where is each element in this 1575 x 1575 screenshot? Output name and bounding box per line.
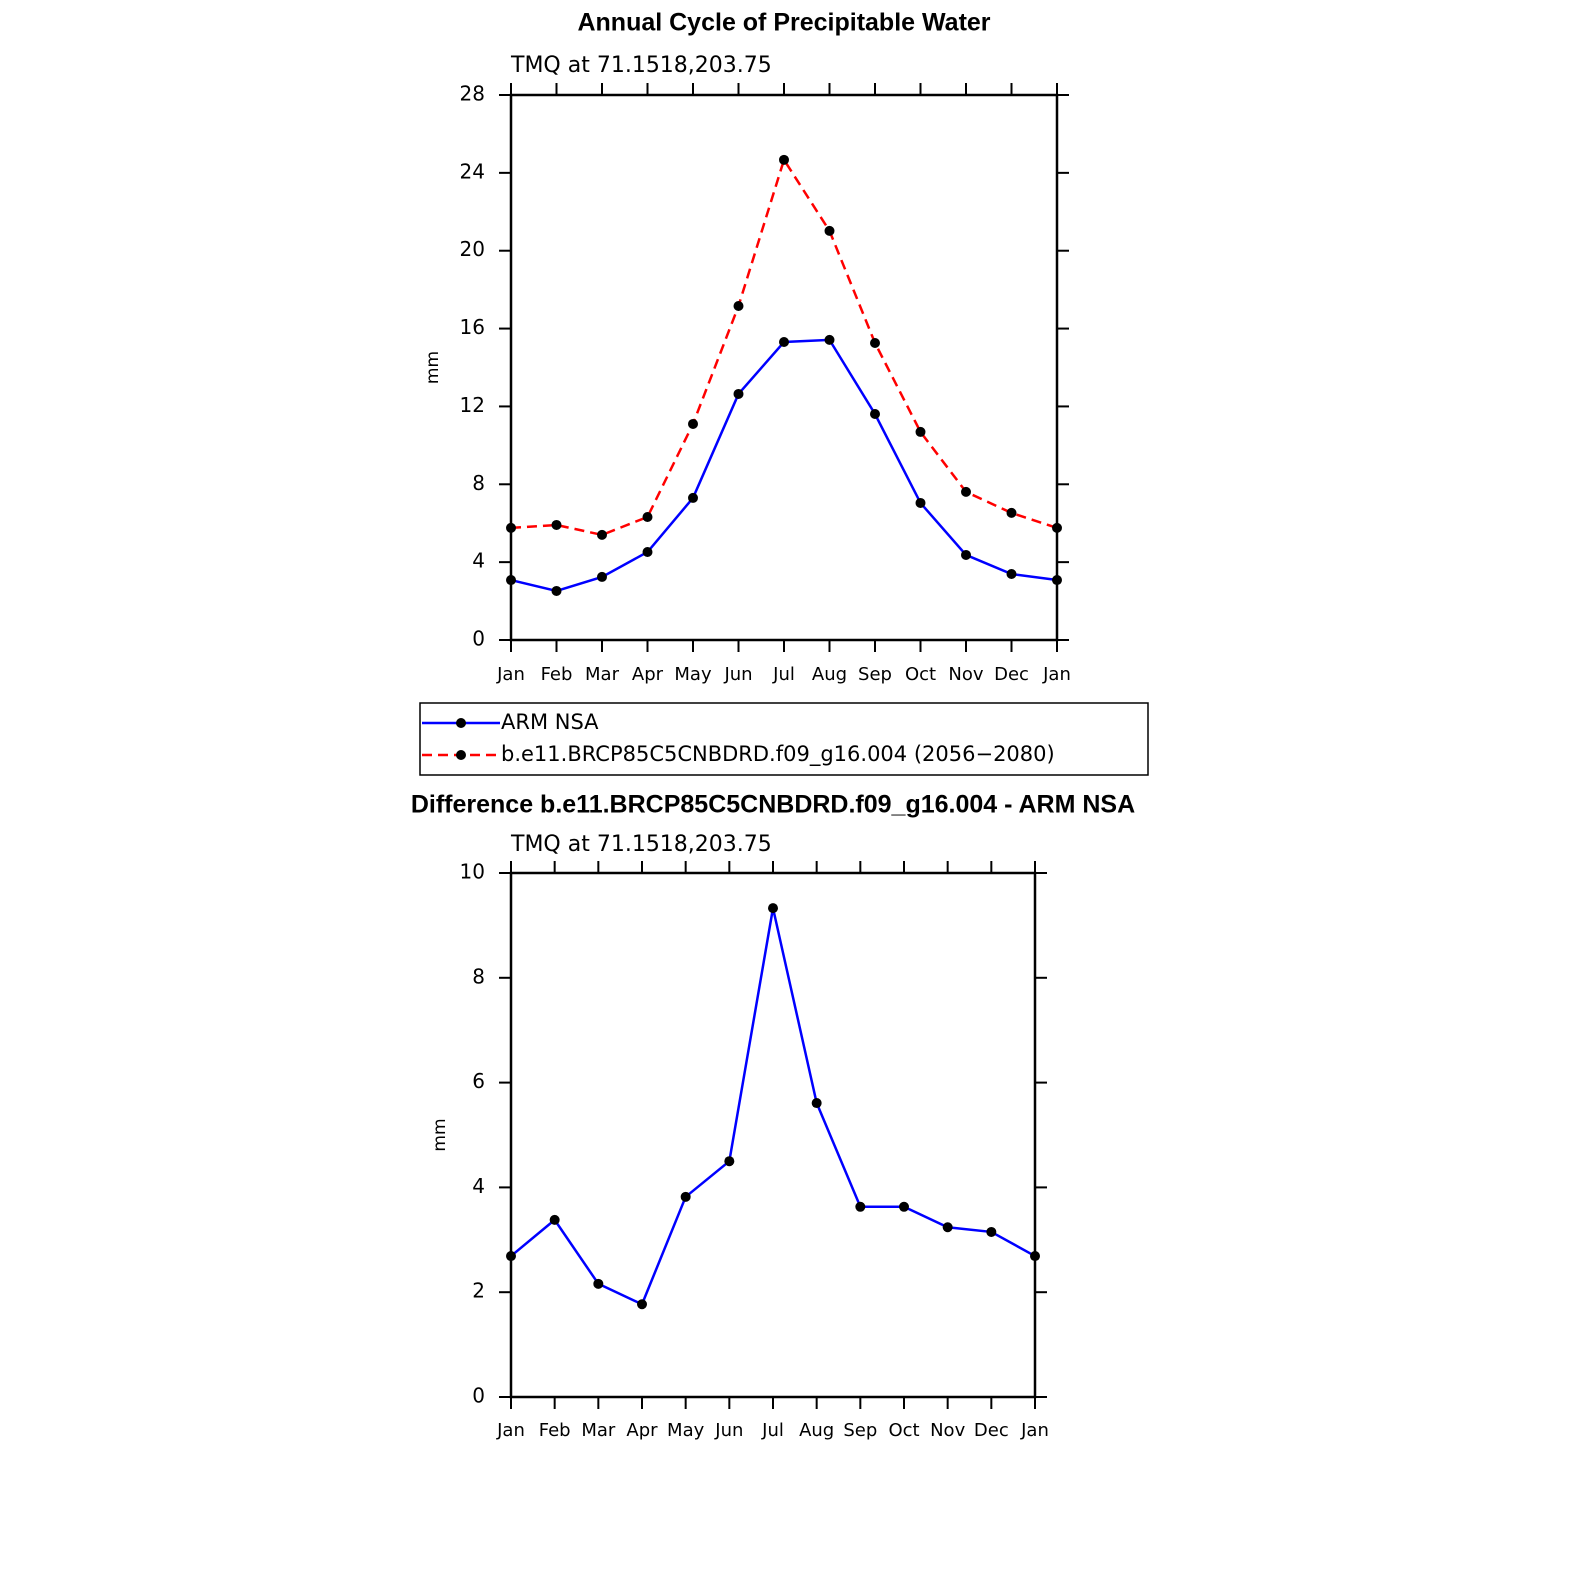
series-line xyxy=(510,338,1058,593)
chart-subtitle: TMQ at 71.1518,203.75 xyxy=(510,53,772,78)
x-tick-label: May xyxy=(674,664,712,685)
x-tick-label: Nov xyxy=(930,1420,965,1441)
x-tick-label: Jun xyxy=(714,1420,743,1441)
chart-subtitle: TMQ at 71.1518,203.75 xyxy=(510,832,772,857)
point xyxy=(506,575,516,586)
y-tick-label: 28 xyxy=(460,82,485,106)
point xyxy=(961,486,971,497)
y-tick-label: 12 xyxy=(460,393,485,417)
x-tick-label: Oct xyxy=(888,1420,919,1441)
legend-box xyxy=(419,702,1149,776)
point xyxy=(824,334,835,345)
y-tick-label: 0 xyxy=(472,627,485,651)
point xyxy=(779,337,789,348)
y-axis-label: mm xyxy=(423,351,443,384)
point xyxy=(733,300,744,311)
legend-label: b.e11.BRCP85C5CNBDRD.f09_g16.004 (2056−2… xyxy=(501,742,1055,767)
x-tick-label: Sep xyxy=(858,664,892,685)
y-axis-label: mm xyxy=(430,1118,450,1151)
y-tick-label: 16 xyxy=(460,315,485,339)
x-tick-label: Jan xyxy=(1020,1420,1049,1441)
point xyxy=(899,1201,909,1212)
chart-title: Difference b.e11.BRCP85C5CNBDRD.f09_g16.… xyxy=(411,791,1135,819)
x-tick-label: Apr xyxy=(632,664,664,685)
x-tick-label: Mar xyxy=(585,664,620,685)
point xyxy=(597,529,607,540)
point xyxy=(549,1214,560,1225)
x-tick-label: Nov xyxy=(948,664,983,685)
point xyxy=(597,571,607,582)
y-tick-label: 10 xyxy=(460,860,485,884)
x-tick-label: Feb xyxy=(539,1420,571,1441)
x-tick-label: Jun xyxy=(723,664,752,685)
point xyxy=(915,497,926,508)
point xyxy=(593,1278,604,1289)
y-tick-label: 8 xyxy=(472,471,485,495)
legend-marker xyxy=(456,718,466,728)
point xyxy=(688,418,698,429)
x-tick-label: Jan xyxy=(496,664,525,685)
x-tick-label: Jul xyxy=(772,664,795,685)
point xyxy=(1006,569,1017,580)
x-tick-label: Jan xyxy=(1042,664,1071,685)
chart-title: Annual Cycle of Precipitable Water xyxy=(577,9,990,37)
y-tick-label: 20 xyxy=(460,237,485,261)
legend-label: ARM NSA xyxy=(501,710,599,734)
y-tick-label: 2 xyxy=(472,1279,485,1303)
point xyxy=(986,1226,997,1237)
point xyxy=(870,409,880,420)
point xyxy=(1006,507,1017,518)
point xyxy=(1030,1251,1040,1262)
point xyxy=(1052,575,1062,586)
point xyxy=(642,511,653,522)
x-tick-label: Aug xyxy=(799,1420,834,1441)
point xyxy=(724,1156,735,1167)
x-tick-label: Feb xyxy=(541,664,573,685)
y-tick-label: 4 xyxy=(472,549,485,573)
y-tick-label: 0 xyxy=(472,1384,485,1408)
point xyxy=(811,1098,822,1109)
x-tick-label: May xyxy=(667,1420,705,1441)
point xyxy=(506,522,516,533)
x-tick-label: Dec xyxy=(994,664,1029,685)
y-tick-label: 8 xyxy=(472,964,485,988)
point xyxy=(1052,522,1062,533)
point xyxy=(506,1251,516,1262)
y-tick-label: 24 xyxy=(460,159,485,183)
x-tick-label: Apr xyxy=(626,1420,658,1441)
x-tick-label: Jul xyxy=(761,1420,784,1441)
legend-marker xyxy=(456,750,466,760)
point xyxy=(733,388,744,399)
x-tick-label: Jan xyxy=(496,1420,525,1441)
point xyxy=(870,337,880,348)
point xyxy=(642,547,653,558)
series-line xyxy=(510,907,1036,1306)
point xyxy=(688,492,698,503)
x-tick-label: Dec xyxy=(974,1420,1009,1441)
plot-frame xyxy=(509,871,1037,1399)
point xyxy=(942,1222,953,1233)
x-tick-label: Mar xyxy=(581,1420,616,1441)
point xyxy=(779,154,789,165)
point xyxy=(551,519,562,530)
point xyxy=(961,549,971,560)
x-tick-label: Aug xyxy=(812,664,847,685)
series-line xyxy=(510,156,1058,537)
y-tick-label: 6 xyxy=(472,1069,485,1093)
y-tick-label: 4 xyxy=(472,1174,485,1198)
x-tick-label: Sep xyxy=(843,1420,877,1441)
point xyxy=(855,1201,866,1212)
point xyxy=(551,585,562,596)
point xyxy=(768,903,778,914)
point xyxy=(680,1191,691,1202)
x-tick-label: Oct xyxy=(905,664,936,685)
point xyxy=(637,1299,647,1310)
point xyxy=(824,225,835,236)
point xyxy=(915,426,926,437)
